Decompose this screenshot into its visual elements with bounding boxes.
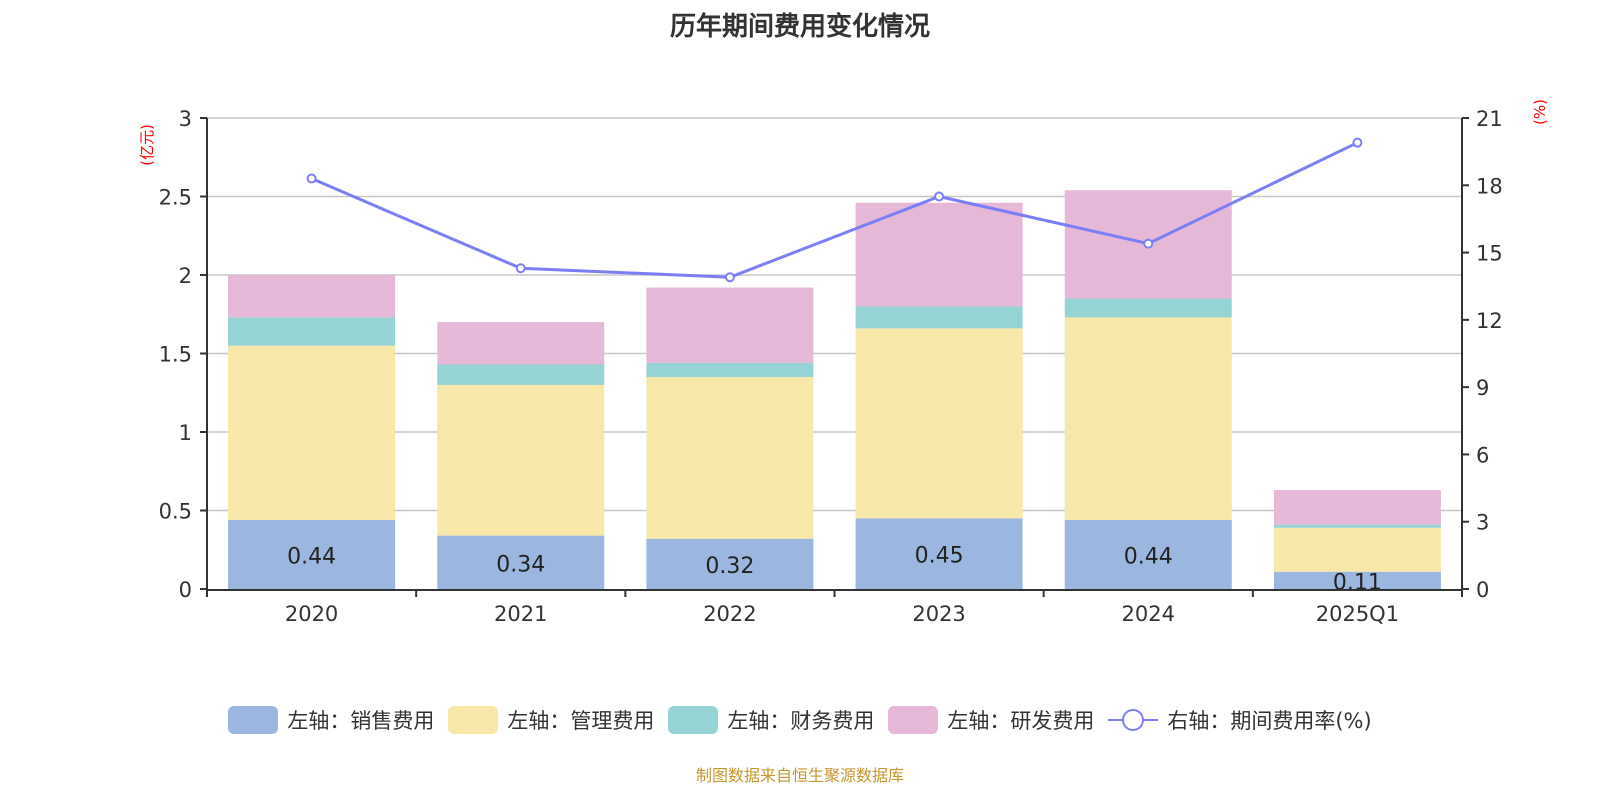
- legend-swatch: [888, 706, 939, 734]
- legend-label: 左轴：财务费用: [727, 709, 875, 733]
- source-note: 制图数据来自恒生聚源数据库: [695, 766, 904, 785]
- right-tick-label: 6: [1476, 443, 1489, 467]
- left-axis-unit: (亿元): [138, 124, 156, 166]
- bar-1: [228, 519, 396, 589]
- right-tick-label: 15: [1476, 242, 1503, 266]
- bar-1: [1064, 519, 1232, 589]
- legend-swatch: [228, 706, 279, 734]
- rate-point: [1143, 238, 1154, 249]
- right-tick-label: 18: [1476, 174, 1503, 198]
- left-tick-label: 2: [179, 264, 192, 288]
- bar-3: [646, 362, 814, 378]
- bar-2: [1273, 527, 1441, 572]
- legend-label: 左轴：研发费用: [947, 709, 1095, 733]
- legend-item[interactable]: 右轴：期间费用率(%): [1108, 705, 1372, 735]
- bar-3: [228, 317, 396, 346]
- left-tick-label: 1: [179, 421, 192, 445]
- left-tick-label: 0.5: [159, 500, 192, 524]
- bar-3: [1064, 298, 1232, 318]
- left-tick-label: 3: [179, 107, 192, 131]
- rate-point: [724, 272, 735, 283]
- legend-item[interactable]: 左轴：财务费用: [668, 705, 874, 735]
- bar-data-label: 0.45: [915, 544, 964, 569]
- right-tick-label: 12: [1476, 309, 1503, 333]
- bar-1: [1273, 571, 1441, 589]
- legend-item[interactable]: 左轴：研发费用: [888, 705, 1094, 735]
- left-tick-label: 1.5: [159, 343, 192, 367]
- bar-3: [1273, 524, 1441, 528]
- legend-swatch: [448, 706, 499, 734]
- left-tick-label: 0: [179, 578, 192, 602]
- right-tick-label: 9: [1476, 376, 1489, 400]
- bar-data-label: 0.34: [496, 552, 545, 577]
- right-tick-label: 3: [1476, 511, 1489, 535]
- x-tick-label: 2024: [1122, 602, 1175, 626]
- bar-4: [437, 322, 605, 365]
- bar-1: [437, 535, 605, 589]
- x-tick-label: 2022: [703, 602, 756, 626]
- left-tick-label: 2.5: [159, 186, 192, 210]
- rate-point: [1352, 137, 1363, 148]
- bar-data-label: 0.11: [1333, 570, 1382, 595]
- legend-label: 左轴：管理费用: [507, 709, 655, 733]
- bar-2: [1064, 317, 1232, 520]
- bar-data-label: 0.44: [1124, 544, 1173, 569]
- legend-label: 左轴：销售费用: [287, 709, 435, 733]
- bar-3: [855, 306, 1023, 329]
- bar-1: [646, 538, 814, 589]
- legend-item[interactable]: 左轴：销售费用: [228, 705, 434, 735]
- x-tick-label: 2023: [912, 602, 965, 626]
- chart-canvas: 0 0.5 1 1.5 2 2.5 3 0 3 6 9 12 15 18 21 (亿元) (%) 0.44 2020…: [138, 99, 1549, 626]
- x-tick-label: 2020: [285, 602, 338, 626]
- right-tick-label: 0: [1476, 578, 1489, 602]
- bar-4: [228, 275, 396, 318]
- bar-1: [855, 518, 1023, 589]
- bar-2: [855, 328, 1023, 519]
- x-tick-label: 2025Q1: [1316, 602, 1399, 626]
- x-tick-label: 2021: [494, 602, 547, 626]
- bar-data-label: 0.32: [705, 554, 754, 579]
- chart-title: 历年期间费用变化情况: [669, 12, 930, 42]
- right-tick-label: 21: [1476, 107, 1503, 131]
- rate-line: [310, 141, 1359, 279]
- legend-item[interactable]: 左轴：管理费用: [448, 705, 654, 735]
- bar-2: [437, 384, 605, 536]
- bar-2: [228, 345, 396, 520]
- rate-point: [934, 191, 945, 202]
- bar-4: [1273, 490, 1441, 525]
- right-axis-unit: (%): [1531, 99, 1549, 125]
- legend-swatch: [668, 706, 719, 734]
- bar-data-label: 0.44: [287, 544, 336, 569]
- legend-label: 右轴：期间费用率(%): [1167, 709, 1372, 733]
- rate-point: [306, 173, 317, 184]
- bar-2: [646, 377, 814, 539]
- bar-4: [646, 287, 814, 363]
- rate-point: [515, 263, 526, 274]
- legend: 左轴：销售费用 左轴：管理费用 左轴：财务费用 左轴：研发费用 右轴：期间费用率(%): [0, 705, 1600, 735]
- bar-3: [437, 364, 605, 385]
- legend-line-marker-icon: [1108, 709, 1159, 731]
- bar-4: [855, 202, 1023, 307]
